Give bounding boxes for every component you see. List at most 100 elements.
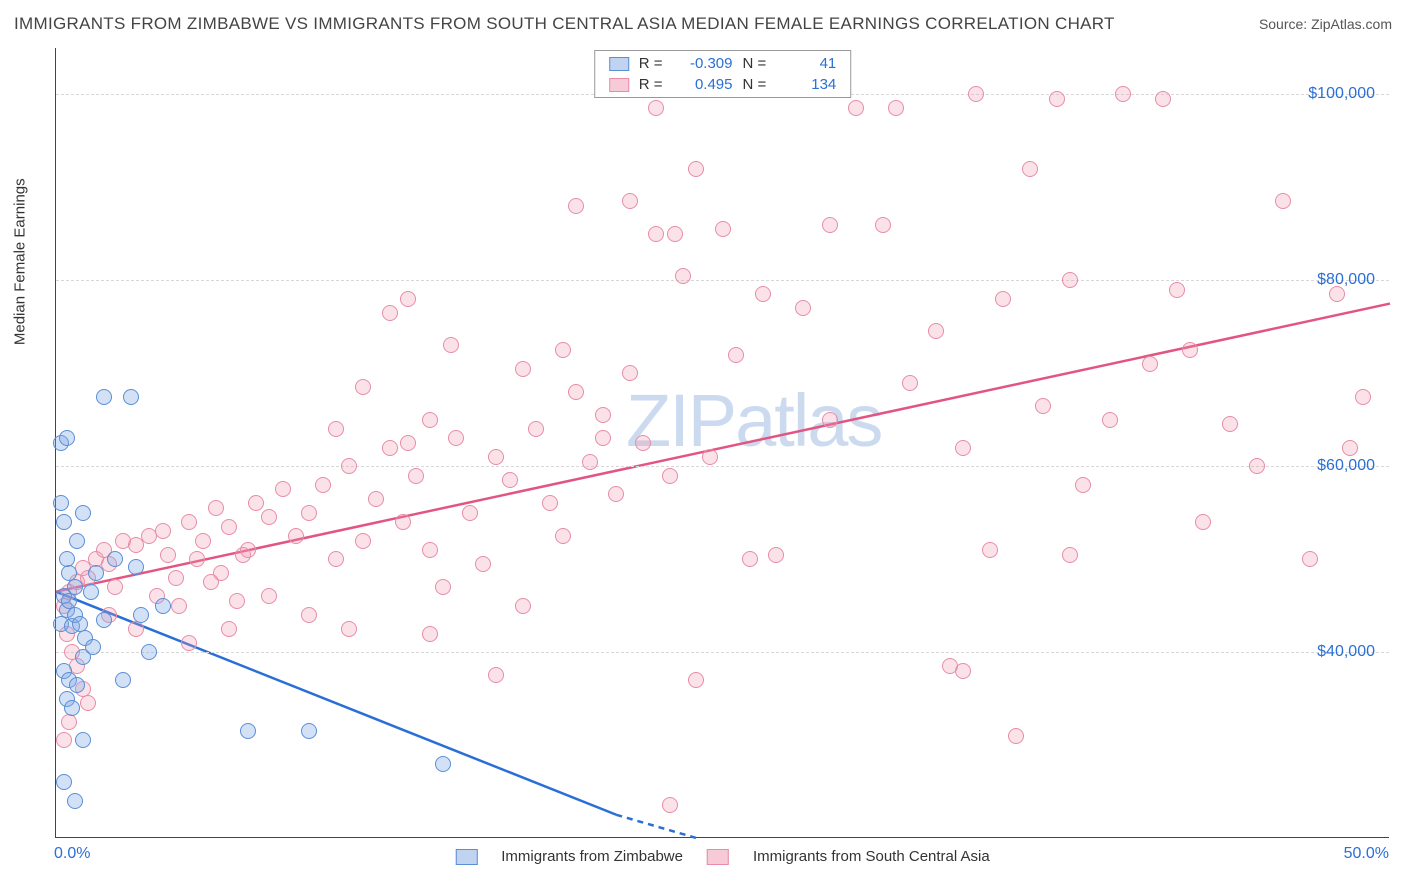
data-point-pink xyxy=(1195,514,1211,530)
source-value: ZipAtlas.com xyxy=(1311,16,1392,32)
data-point-pink xyxy=(1062,547,1078,563)
data-point-pink xyxy=(1142,356,1158,372)
data-point-pink xyxy=(341,458,357,474)
data-point-pink xyxy=(822,217,838,233)
data-point-pink xyxy=(1355,389,1371,405)
data-point-blue xyxy=(155,598,171,614)
data-point-blue xyxy=(240,723,256,739)
data-point-pink xyxy=(662,797,678,813)
data-point-pink xyxy=(56,732,72,748)
y-axis-label: Median Female Earnings xyxy=(12,178,29,345)
swatch-pink-icon xyxy=(707,849,729,865)
legend-label-pink: Immigrants from South Central Asia xyxy=(753,848,990,865)
data-point-pink xyxy=(195,533,211,549)
data-point-pink xyxy=(555,342,571,358)
data-point-pink xyxy=(181,635,197,651)
data-point-pink xyxy=(955,440,971,456)
data-point-pink xyxy=(1275,193,1291,209)
data-point-blue xyxy=(61,565,77,581)
data-point-pink xyxy=(181,514,197,530)
data-point-blue xyxy=(69,677,85,693)
data-point-pink xyxy=(688,672,704,688)
data-point-pink xyxy=(301,607,317,623)
data-point-pink xyxy=(595,407,611,423)
source-label: Source: xyxy=(1259,16,1307,32)
data-point-pink xyxy=(240,542,256,558)
legend-label-blue: Immigrants from Zimbabwe xyxy=(501,848,683,865)
data-point-pink xyxy=(795,300,811,316)
data-point-pink xyxy=(542,495,558,511)
data-point-pink xyxy=(288,528,304,544)
data-point-blue xyxy=(59,551,75,567)
data-point-pink xyxy=(608,486,624,502)
grid-line xyxy=(56,280,1389,281)
y-tick-label: $40,000 xyxy=(1317,643,1375,661)
data-point-blue xyxy=(56,514,72,530)
data-point-pink xyxy=(395,514,411,530)
data-point-pink xyxy=(755,286,771,302)
y-tick-label: $80,000 xyxy=(1317,271,1375,289)
data-point-pink xyxy=(515,361,531,377)
data-point-pink xyxy=(488,449,504,465)
data-point-pink xyxy=(355,379,371,395)
data-point-pink xyxy=(515,598,531,614)
data-point-pink xyxy=(568,384,584,400)
data-point-pink xyxy=(702,449,718,465)
grid-line xyxy=(56,466,1389,467)
data-point-pink xyxy=(875,217,891,233)
data-point-blue xyxy=(88,565,104,581)
data-point-pink xyxy=(667,226,683,242)
data-point-pink xyxy=(488,667,504,683)
data-point-pink xyxy=(888,100,904,116)
data-point-pink xyxy=(400,291,416,307)
y-tick-label: $100,000 xyxy=(1308,85,1375,103)
data-point-pink xyxy=(128,621,144,637)
data-point-pink xyxy=(1342,440,1358,456)
x-tick-max: 50.0% xyxy=(1344,845,1389,863)
data-point-blue xyxy=(115,672,131,688)
data-point-blue xyxy=(123,389,139,405)
watermark: ZIPatlas xyxy=(626,378,881,463)
data-point-pink xyxy=(902,375,918,391)
grid-line xyxy=(56,652,1389,653)
legend-correlation: R = -0.309 N = 41 R = 0.495 N = 134 xyxy=(594,50,852,98)
data-point-blue xyxy=(59,430,75,446)
data-point-pink xyxy=(1049,91,1065,107)
plot-area: ZIPatlas R = -0.309 N = 41 R = 0.495 N =… xyxy=(55,48,1389,838)
data-point-pink xyxy=(462,505,478,521)
data-point-blue xyxy=(96,389,112,405)
data-point-pink xyxy=(1022,161,1038,177)
data-point-pink xyxy=(221,519,237,535)
data-point-pink xyxy=(422,412,438,428)
n-value-blue: 41 xyxy=(772,55,836,72)
data-point-pink xyxy=(328,421,344,437)
data-point-blue xyxy=(128,559,144,575)
data-point-pink xyxy=(1075,477,1091,493)
data-point-pink xyxy=(422,542,438,558)
data-point-blue xyxy=(75,505,91,521)
data-point-pink xyxy=(155,523,171,539)
data-point-pink xyxy=(341,621,357,637)
data-point-blue xyxy=(67,793,83,809)
data-point-blue xyxy=(85,639,101,655)
data-point-pink xyxy=(248,495,264,511)
data-point-pink xyxy=(968,86,984,102)
data-point-pink xyxy=(742,551,758,567)
data-point-pink xyxy=(203,574,219,590)
data-point-pink xyxy=(768,547,784,563)
data-point-pink xyxy=(261,509,277,525)
chart-title: IMMIGRANTS FROM ZIMBABWE VS IMMIGRANTS F… xyxy=(14,14,1115,34)
data-point-pink xyxy=(1062,272,1078,288)
source: Source: ZipAtlas.com xyxy=(1259,16,1392,32)
legend-row-pink: R = 0.495 N = 134 xyxy=(595,74,851,95)
data-point-pink xyxy=(189,551,205,567)
data-point-blue xyxy=(107,551,123,567)
data-point-pink xyxy=(982,542,998,558)
data-point-pink xyxy=(368,491,384,507)
legend-row-blue: R = -0.309 N = 41 xyxy=(595,53,851,74)
legend-series: Immigrants from Zimbabwe Immigrants from… xyxy=(455,848,989,865)
data-point-pink xyxy=(171,598,187,614)
r-label: R = xyxy=(639,76,663,93)
data-point-blue xyxy=(56,774,72,790)
data-point-pink xyxy=(355,533,371,549)
